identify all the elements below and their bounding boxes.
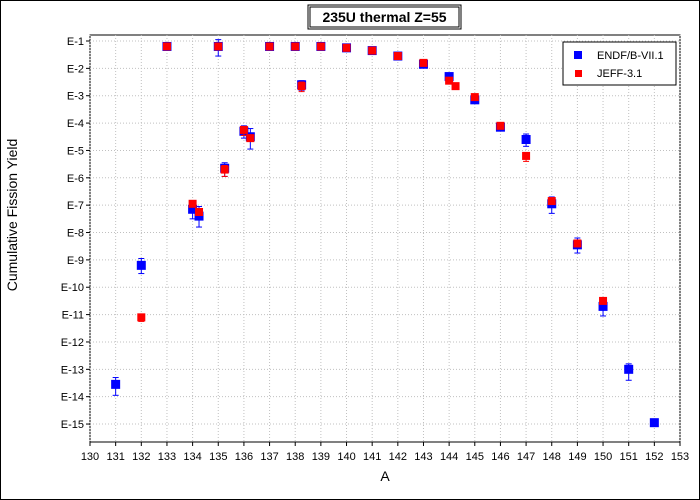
data-point: [297, 82, 306, 91]
x-tick-label: 138: [286, 451, 304, 463]
y-tick-label: E-2: [67, 63, 84, 75]
data-point: [624, 364, 634, 374]
data-point: [188, 204, 198, 214]
x-tick-label: 153: [671, 451, 689, 463]
y-tick-label: E-15: [61, 419, 84, 431]
x-axis-title: A: [380, 468, 390, 484]
x-tick-label: 139: [312, 451, 330, 463]
x-tick-label: 146: [491, 451, 509, 463]
x-tick-label: 133: [158, 451, 176, 463]
data-point: [111, 379, 121, 389]
data-point: [444, 72, 454, 82]
x-tick-label: 136: [235, 451, 253, 463]
data-point: [137, 313, 146, 322]
plot-area: [89, 34, 681, 443]
series-markers: [111, 39, 659, 428]
x-tick-label: 145: [466, 451, 484, 463]
y-tick-label: E-9: [67, 255, 84, 267]
x-tick-label: 141: [363, 451, 381, 463]
x-tick-label: 147: [517, 451, 535, 463]
data-point: [573, 239, 582, 248]
y-tick-label: E-8: [67, 228, 84, 240]
chart-title-inner-box: [309, 6, 460, 28]
legend-box: [562, 41, 677, 86]
y-tick-label: E-1: [67, 36, 84, 48]
data-point: [194, 211, 204, 221]
y-tick-label: E-14: [61, 392, 84, 404]
data-point: [522, 151, 531, 160]
y-tick-label: E-12: [61, 337, 84, 349]
data-point: [220, 165, 229, 174]
x-tick-label: 137: [260, 451, 278, 463]
x-tick-label: 132: [132, 451, 150, 463]
x-tick-label: 152: [645, 451, 663, 463]
data-point: [291, 42, 300, 51]
data-point: [342, 43, 351, 52]
data-point: [188, 199, 197, 208]
x-tick-label: 150: [594, 451, 612, 463]
data-point: [265, 42, 274, 51]
x-tick-label: 142: [389, 451, 407, 463]
data-point: [451, 82, 460, 91]
data-point: [136, 260, 146, 270]
data-point: [162, 42, 171, 51]
x-tick-label: 135: [209, 451, 227, 463]
x-axis-ticks: 130 131 132 133 134 135 136 137 138 139 140 141 142 1…: [81, 442, 689, 463]
data-point: [195, 208, 204, 216]
data-point: [316, 42, 325, 51]
data-point: [547, 197, 556, 206]
x-tick-label: 131: [106, 451, 124, 463]
y-axis-ticks: E-1 E-2 E-3 E-4 E-5 E-6 E-7 E-8 E-9 E-10 E-11 E-12 E…: [61, 36, 90, 431]
data-point: [368, 46, 377, 55]
y-tick-label: E-6: [67, 173, 84, 185]
data-point: [496, 121, 505, 130]
data-point: [521, 134, 531, 144]
data-point: [419, 58, 428, 67]
y-axis-title: Cumulative Fission Yield: [4, 139, 20, 292]
data-point: [214, 42, 223, 51]
y-tick-label: E-3: [67, 91, 84, 103]
legend-marker-jeff: [575, 70, 582, 77]
x-tick-label: 143: [414, 451, 432, 463]
data-point: [598, 301, 608, 311]
y-tick-label: E-4: [67, 118, 84, 130]
legend-label-jeff: JEFF-3.1: [597, 68, 642, 80]
series-jeff: [137, 42, 608, 322]
legend-label-endf: ENDF/B-VII.1: [597, 50, 664, 62]
x-tick-label: 149: [568, 451, 586, 463]
y-tick-label: E-5: [67, 145, 84, 157]
grid-lines: [89, 35, 681, 442]
data-point: [649, 418, 659, 428]
data-point: [246, 134, 255, 143]
y-tick-label: E-13: [61, 364, 84, 376]
x-tick-label: 140: [337, 451, 355, 463]
data-point: [239, 125, 248, 134]
x-tick-label: 134: [183, 451, 201, 463]
x-tick-label: 148: [543, 451, 561, 463]
chart-title-box: [307, 4, 462, 30]
x-tick-label: 151: [620, 451, 638, 463]
chart-title: 235U thermal Z=55: [322, 9, 446, 25]
data-point: [470, 93, 479, 102]
data-point: [445, 76, 454, 85]
legend-marker-endf: [574, 51, 582, 59]
y-tick-label: E-10: [61, 282, 84, 294]
data-point: [599, 296, 608, 305]
data-point: [393, 52, 402, 61]
legend: ENDF/B-VII.1 JEFF-3.1: [562, 41, 677, 86]
y-tick-label: E-7: [67, 200, 84, 212]
x-tick-label: 144: [440, 451, 458, 463]
y-tick-label: E-11: [62, 310, 84, 322]
x-tick-label: 130: [81, 451, 99, 463]
